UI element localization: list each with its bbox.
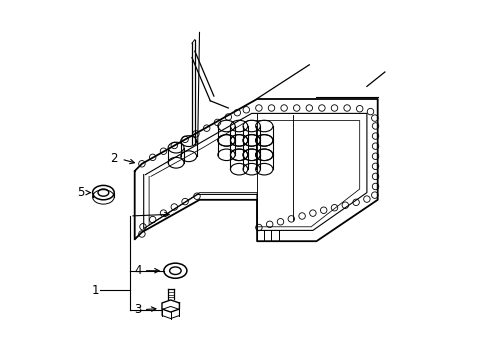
Text: 2: 2 bbox=[110, 152, 118, 165]
Text: 3: 3 bbox=[134, 303, 142, 316]
Text: 5: 5 bbox=[77, 186, 84, 199]
Text: 1: 1 bbox=[91, 284, 99, 297]
Text: 4: 4 bbox=[134, 264, 142, 277]
